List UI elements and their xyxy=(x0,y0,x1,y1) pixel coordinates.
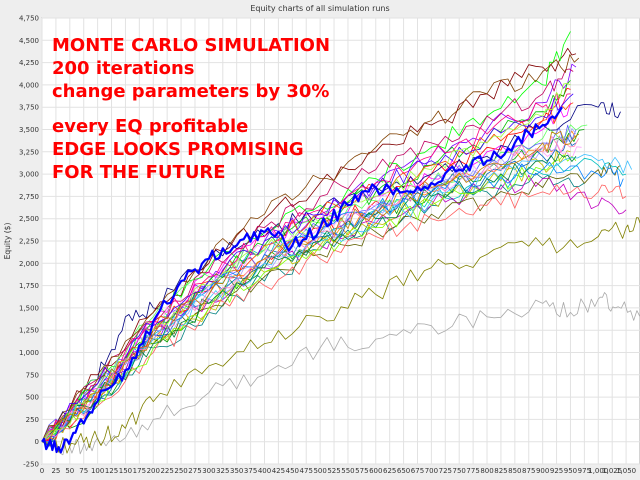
x-tick-label: 775 xyxy=(466,467,479,475)
x-tick-label: 625 xyxy=(383,467,396,475)
y-tick-label: 4,500 xyxy=(19,37,39,45)
series-line xyxy=(41,184,627,443)
series-line xyxy=(41,130,580,444)
x-tick-label: 975 xyxy=(578,467,591,475)
y-tick-label: 500 xyxy=(26,394,39,402)
annotation-block: MONTE CARLO SIMULATION 200 iterations ch… xyxy=(52,34,330,184)
y-tick-label: 2,750 xyxy=(19,193,39,201)
y-tick-label: 250 xyxy=(26,416,39,424)
x-tick-label: 875 xyxy=(522,467,535,475)
x-tick-label: 275 xyxy=(188,467,201,475)
x-tick-label: 450 xyxy=(286,467,299,475)
x-tick-label: 375 xyxy=(244,467,257,475)
y-tick-label: 1,250 xyxy=(19,327,39,335)
x-tick-label: 700 xyxy=(425,467,438,475)
y-tick-label: 4,000 xyxy=(19,81,39,89)
y-tick-label: 2,500 xyxy=(19,215,39,223)
x-tick-label: 1,000 xyxy=(588,467,608,475)
x-axis-ticks: 0 25 50 75 100 125 150 175 200 225 250 275 300 325 350… xyxy=(40,467,636,475)
x-tick-label: 50 xyxy=(65,467,74,475)
x-tick-label: 850 xyxy=(508,467,521,475)
series-line xyxy=(41,54,580,442)
y-tick-label: 2,250 xyxy=(19,238,39,246)
x-tick-label: 300 xyxy=(202,467,215,475)
x-tick-label: 675 xyxy=(411,467,424,475)
y-tick-label: 4,250 xyxy=(19,59,39,67)
series-line xyxy=(41,292,640,456)
y-tick-label: 1,000 xyxy=(19,349,39,357)
x-tick-label: 75 xyxy=(79,467,88,475)
x-tick-label: 25 xyxy=(51,467,60,475)
x-tick-label: 725 xyxy=(439,467,452,475)
x-tick-label: 475 xyxy=(300,467,313,475)
y-tick-label: 3,000 xyxy=(19,171,39,179)
series-line xyxy=(41,82,571,443)
y-tick-label: 1,500 xyxy=(19,304,39,312)
series-line xyxy=(41,92,571,443)
annotation-spacer xyxy=(52,103,330,115)
x-tick-label: 950 xyxy=(564,467,577,475)
y-tick-label: 0 xyxy=(35,438,39,446)
series-line xyxy=(41,47,577,442)
x-tick-label: 575 xyxy=(355,467,368,475)
x-tick-label: 425 xyxy=(272,467,285,475)
x-tick-label: 825 xyxy=(494,467,507,475)
y-axis-ticks: -250 0 250 500 750 1,000 1,250 1,500 1,750 2,000 2… xyxy=(19,15,39,469)
x-tick-label: 350 xyxy=(230,467,243,475)
series-line xyxy=(41,93,574,443)
y-tick-label: 4,750 xyxy=(19,15,39,23)
series-line xyxy=(41,154,633,443)
x-tick-label: 325 xyxy=(216,467,229,475)
x-tick-label: 1,025 xyxy=(602,467,622,475)
x-tick-label: 125 xyxy=(105,467,118,475)
y-tick-label: 2,000 xyxy=(19,260,39,268)
x-tick-label: 400 xyxy=(258,467,271,475)
x-tick-label: 150 xyxy=(119,467,132,475)
chart-title: Equity charts of all simulation runs xyxy=(250,4,389,13)
gridlines xyxy=(41,17,640,465)
highlight-series-line xyxy=(41,106,564,454)
x-tick-label: 500 xyxy=(313,467,326,475)
annotation-line-7: FOR THE FUTURE xyxy=(52,162,226,183)
x-tick-label: 1,050 xyxy=(616,467,636,475)
series-line xyxy=(41,153,577,442)
series-line xyxy=(41,217,640,454)
x-tick-label: 600 xyxy=(369,467,382,475)
x-tick-label: 550 xyxy=(341,467,354,475)
y-tick-label: 1,750 xyxy=(19,282,39,290)
x-tick-label: 900 xyxy=(536,467,549,475)
x-tick-label: 100 xyxy=(91,467,104,475)
annotation-line-6: EDGE LOOKS PROMISING xyxy=(52,139,304,160)
y-tick-label: 3,250 xyxy=(19,148,39,156)
y-tick-label: 3,500 xyxy=(19,126,39,134)
series-line xyxy=(41,31,571,443)
series-lines xyxy=(41,31,640,456)
annotation-line-2: 200 iterations xyxy=(52,58,195,79)
annotation-line-1: MONTE CARLO SIMULATION xyxy=(52,35,331,56)
x-tick-label: 200 xyxy=(147,467,160,475)
x-tick-label: 225 xyxy=(160,467,173,475)
x-tick-label: 750 xyxy=(453,467,466,475)
y-tick-label: -250 xyxy=(23,461,39,469)
x-tick-label: 175 xyxy=(133,467,146,475)
annotation-line-3: change parameters by 30% xyxy=(52,81,330,102)
x-tick-label: 650 xyxy=(397,467,410,475)
x-tick-label: 525 xyxy=(327,467,340,475)
x-tick-label: 0 xyxy=(40,467,44,475)
series-line xyxy=(41,68,574,442)
x-tick-label: 800 xyxy=(480,467,493,475)
y-axis-label: Equity ($) xyxy=(3,223,12,260)
series-line xyxy=(41,154,577,442)
annotation-line-5: every EQ profitable xyxy=(52,116,249,137)
x-tick-label: 250 xyxy=(174,467,187,475)
y-tick-label: 750 xyxy=(26,371,39,379)
y-tick-label: 3,750 xyxy=(19,104,39,112)
x-tick-label: 925 xyxy=(550,467,563,475)
